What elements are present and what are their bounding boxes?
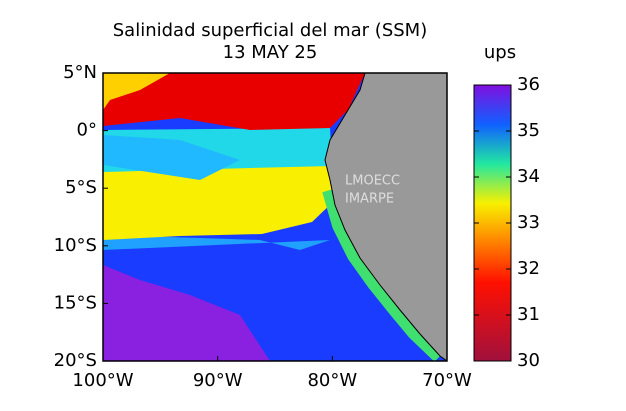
watermark: LMOECC: [345, 174, 400, 189]
colorbar-tick-label: 35: [517, 120, 540, 141]
y-tick-label: 0°: [77, 120, 97, 141]
y-tick-label: 15°S: [54, 292, 97, 313]
map-frame: [102, 72, 448, 362]
y-tick-label: 20°S: [54, 350, 97, 371]
ocean-region: [103, 73, 170, 110]
ocean-region: [103, 135, 240, 180]
title-line: 13 MAY 25: [223, 42, 318, 63]
ocean-region: [103, 235, 330, 250]
title-line: Salinidad superficial del mar (SSM): [113, 20, 427, 41]
colorbar-tick-label: 32: [517, 258, 540, 279]
watermark: IMARPE: [345, 192, 394, 207]
coastal-band: [322, 187, 446, 361]
x-tick-label: 90°W: [193, 370, 243, 391]
x-tick-label: 100°W: [72, 370, 133, 391]
colorbar-tick-label: 36: [517, 74, 540, 95]
colorbar-tick-label: 30: [517, 350, 540, 371]
y-tick-label: 5°S: [65, 177, 97, 198]
colorbar-tick-label: 33: [517, 212, 540, 233]
salinity-field: [103, 73, 447, 361]
ocean-region: [103, 73, 365, 130]
y-tick-label: 10°S: [54, 235, 97, 256]
ocean-region: [103, 265, 270, 361]
colorbar: [473, 84, 512, 362]
x-tick-label: 80°W: [307, 370, 357, 391]
y-tick-label: 5°N: [63, 62, 97, 83]
colorbar-label: ups: [484, 42, 516, 63]
colorbar-tick-label: 34: [517, 166, 540, 187]
x-tick-label: 70°W: [422, 370, 472, 391]
colorbar-tick-label: 31: [517, 304, 540, 325]
ocean-region: [103, 165, 335, 240]
land: [324, 73, 447, 361]
